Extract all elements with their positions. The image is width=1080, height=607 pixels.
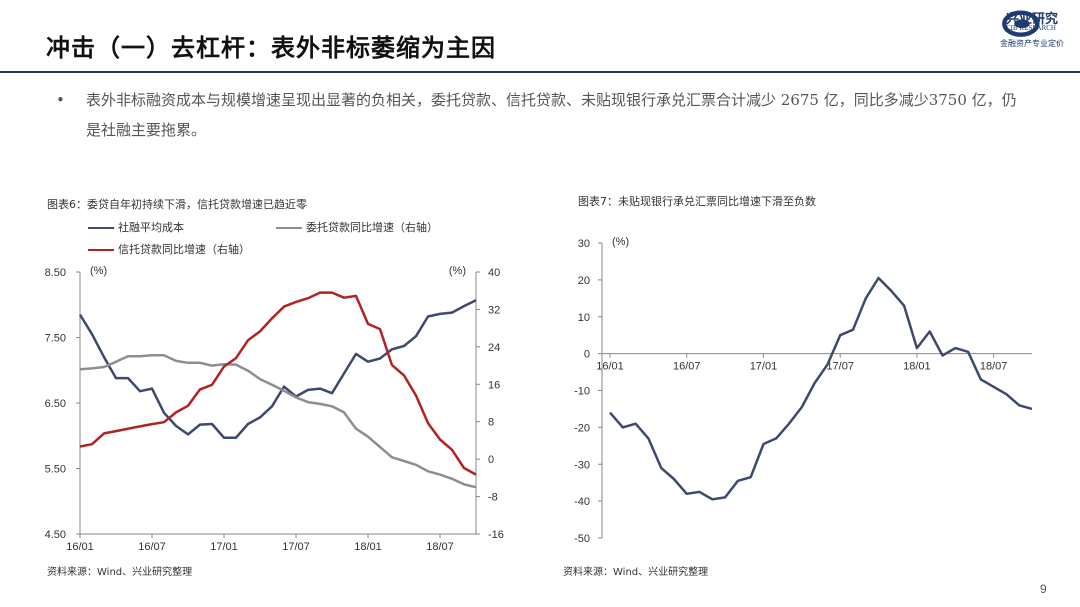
chart6-legend-label-2: 委托贷款同比增速（右轴） — [306, 221, 438, 234]
bullet-dot: • — [56, 91, 65, 109]
chart6-x-tick-label: 16/07 — [138, 541, 166, 553]
chart6-series-line-1 — [78, 299, 477, 439]
title-rule — [0, 71, 1080, 73]
chart7-y-tick-label: 10 — [578, 312, 590, 324]
chart6-legend-item-1: 社融平均成本 — [88, 219, 184, 235]
bullet-paragraph: • 表外非标融资成本与规模增速呈现出显著的负相关，委托贷款、信托贷款、未贴现银行… — [56, 85, 1026, 145]
chart7-x-tick-label: 17/07 — [826, 361, 854, 373]
chart7-x-tick-label: 18/01 — [903, 361, 931, 373]
chart6-source: 资料来源：Wind、兴业研究整理 — [47, 567, 193, 578]
chart6-right-tick-label: -16 — [488, 529, 504, 541]
chart7-y-tick-label: -10 — [574, 386, 590, 398]
bullet-text: 表外非标融资成本与规模增速呈现出显著的负相关，委托贷款、信托贷款、未贴现银行承兑… — [86, 91, 1017, 139]
chart6-legend-item-3: 信托贷款同比增速（右轴） — [88, 241, 250, 257]
chart6-x-tick-label: 16/01 — [66, 541, 94, 553]
chart7-y-tick-label: -30 — [574, 459, 590, 471]
logo-tagline: 金融资产专业定价 — [1000, 39, 1064, 48]
page-title: 冲击（一）去杠杆：表外非标萎缩为主因 — [46, 34, 496, 62]
chart6-right-tick-label: 24 — [488, 342, 500, 354]
page-number: 9 — [1040, 582, 1047, 596]
chart6-right-unit: (%) — [449, 265, 466, 277]
chart7-x-tick-label: 16/07 — [673, 361, 701, 373]
chart7-y-unit: (%) — [612, 236, 629, 248]
chart6-right-tick-label: 40 — [488, 267, 500, 279]
chart6-left-unit: (%) — [90, 265, 107, 277]
chart7-x-tick-label: 17/01 — [750, 361, 778, 373]
chart7-x-tick-label: 16/01 — [596, 361, 624, 373]
chart7-y-tick-label: 0 — [584, 349, 590, 361]
chart6-x-tick-label: 17/01 — [210, 541, 238, 553]
chart6-x-tick-label: 18/01 — [354, 541, 382, 553]
chart6-left-tick-label: 8.50 — [45, 267, 66, 279]
chart6-right-tick-label: -8 — [488, 492, 498, 504]
chart7-x-tick-label: 18/07 — [980, 361, 1008, 373]
chart6-left-tick-label: 4.50 — [45, 529, 66, 541]
logo-text: 兴业研究 — [1006, 12, 1059, 27]
chart6-x-tick-label: 17/07 — [282, 541, 310, 553]
chart6-x-tick-label: 18/07 — [426, 541, 454, 553]
chart7-series-line — [609, 276, 1033, 501]
chart6-legend-item-2: 委托贷款同比增速（右轴） — [276, 219, 438, 235]
chart6-legend-label-1: 社融平均成本 — [118, 221, 184, 234]
chart7-y-tick-label: 30 — [578, 238, 590, 250]
chart7-title: 图表7：未贴现银行承兑汇票同比增速下滑至负数 — [578, 195, 816, 208]
chart6-series-line-2 — [79, 354, 477, 489]
chart6-left-tick-label: 7.50 — [45, 333, 66, 345]
chart7-source: 资料来源：Wind、兴业研究整理 — [563, 567, 709, 578]
chart7-y-tick-label: -40 — [574, 496, 590, 508]
cib-logo-icon — [1002, 10, 1040, 37]
chart7-y-tick-label: -50 — [574, 533, 590, 545]
chart6-right-tick-label: 16 — [488, 379, 500, 391]
chart6-right-tick-label: 32 — [488, 304, 500, 316]
chart6-right-tick-label: 0 — [488, 454, 494, 466]
chart6-legend-label-3: 信托贷款同比增速（右轴） — [118, 243, 250, 256]
chart6-title: 图表6：委贷自年初持续下滑，信托贷款增速已趋近零 — [47, 198, 307, 211]
logo-subtitle: CIB RESEARCH — [1006, 24, 1056, 32]
chart7-y-tick-label: -20 — [574, 422, 590, 434]
chart6-series-line-3 — [79, 291, 477, 476]
chart6-right-tick-label: 8 — [488, 417, 494, 429]
chart7-y-tick-label: 20 — [578, 275, 590, 287]
chart6-left-tick-label: 6.50 — [45, 398, 66, 410]
chart6-left-tick-label: 5.50 — [45, 464, 66, 476]
